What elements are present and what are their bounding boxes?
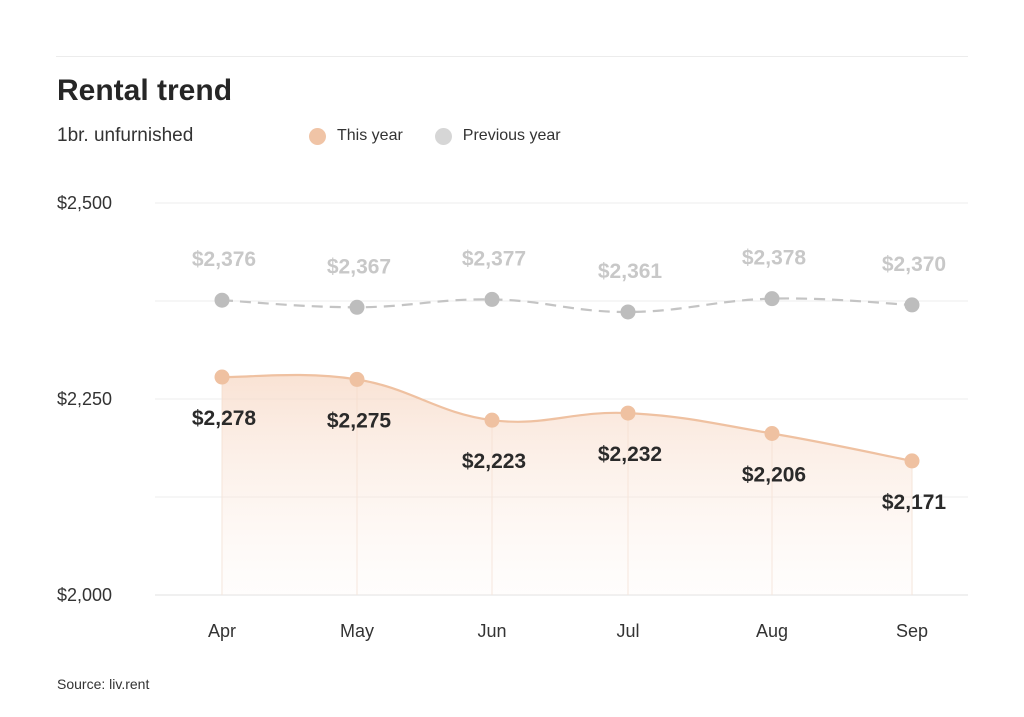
this-year-data-label: $2,206	[742, 463, 806, 486]
x-tick-label: Jun	[477, 621, 506, 641]
this-year-data-label: $2,223	[462, 450, 526, 473]
y-tick-label: $2,500	[57, 193, 112, 213]
chart-legend: This year Previous year	[309, 127, 593, 145]
previous-year-line	[221, 297, 913, 314]
top-divider	[56, 56, 968, 57]
this-year-point	[214, 369, 230, 385]
this-year-point	[620, 405, 636, 421]
previous-year-data-label: $2,361	[598, 260, 663, 283]
legend-swatch-this-year	[309, 127, 326, 145]
this-year-data-label: $2,275	[327, 409, 392, 432]
x-tick-label: Jul	[616, 621, 639, 641]
this-year-area	[222, 374, 912, 595]
source-note: Source: liv.rent	[57, 676, 150, 692]
legend-label-this-year: This year	[337, 127, 403, 144]
this-year-point	[764, 425, 780, 441]
this-year-data-label: $2,278	[192, 407, 257, 430]
x-tick-label: Apr	[208, 621, 236, 641]
this-year-point	[349, 371, 365, 387]
previous-year-point	[904, 297, 920, 313]
legend-item-this-year: This year	[309, 127, 403, 145]
legend-label-previous-year: Previous year	[462, 127, 561, 144]
previous-year-data-label: $2,377	[462, 247, 526, 270]
previous-year-data-label: $2,378	[742, 247, 807, 270]
this-year-data-label: $2,232	[598, 443, 662, 466]
previous-year-data-label: $2,367	[327, 255, 391, 278]
this-year-line	[221, 373, 913, 463]
x-tick-label: Sep	[896, 621, 928, 641]
legend-item-previous-year: Previous year	[434, 127, 561, 145]
previous-year-point	[764, 291, 780, 307]
previous-year-data-label: $2,376	[192, 248, 256, 271]
this-year-data-label: $2,171	[882, 491, 947, 514]
legend-swatch-previous-year	[434, 127, 452, 145]
x-tick-label: Aug	[756, 621, 788, 641]
y-tick-label: $2,000	[57, 585, 112, 605]
this-year-point	[904, 453, 920, 469]
chart-subtitle: 1br. unfurnished	[57, 125, 194, 146]
previous-year-point	[620, 304, 636, 320]
x-tick-label: May	[340, 621, 374, 641]
this-year-point	[484, 412, 500, 428]
y-tick-label: $2,250	[57, 389, 112, 409]
previous-year-point	[484, 291, 500, 307]
previous-year-data-label: $2,370	[882, 253, 946, 276]
chart-title: Rental trend	[57, 74, 233, 107]
previous-year-point	[349, 299, 365, 315]
previous-year-point	[214, 292, 230, 308]
